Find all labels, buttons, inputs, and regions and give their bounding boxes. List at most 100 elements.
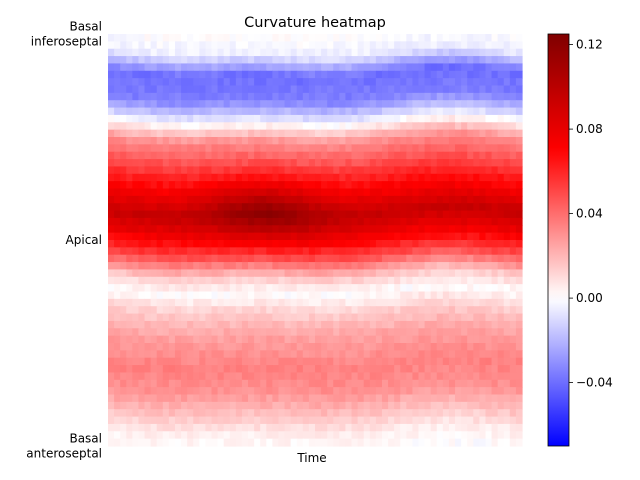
heatmap-cell [308,365,316,374]
heatmap-cell [126,70,133,79]
heatmap-cell [455,217,462,226]
heatmap-cell [406,137,414,145]
heatmap-cell [260,85,267,94]
heatmap-cell [424,188,432,197]
heatmap-cell [509,56,517,65]
heatmap-cell [363,232,371,241]
heatmap-cell [442,151,450,160]
heatmap-cell [296,56,304,65]
heatmap-cell [241,365,249,374]
heatmap-cell [260,409,267,418]
heatmap-cell [156,114,164,123]
heatmap-cell [284,328,292,337]
heatmap-cell [162,129,170,138]
heatmap-cell [363,291,371,300]
heatmap-cell [375,151,383,160]
heatmap-cell [229,85,237,94]
heatmap-cell [430,438,438,447]
heatmap-cell [205,350,213,359]
heatmap-cell [168,210,176,219]
heatmap-cell [400,423,407,432]
heatmap-cell [418,114,426,123]
heatmap-cell [205,269,213,278]
heatmap-cell [497,387,505,396]
heatmap-cell [272,92,280,101]
heatmap-cell [120,284,127,293]
heatmap-cell [308,56,316,65]
heatmap-cell [308,291,316,300]
heatmap-cell [211,114,219,123]
heatmap-cell [473,372,480,381]
heatmap-cell [193,365,200,374]
heatmap-cell [369,85,377,94]
heatmap-cell [424,159,432,168]
heatmap-cell [430,210,438,219]
heatmap-cell [406,166,414,175]
heatmap-cell [296,284,304,293]
heatmap-cell [339,328,347,337]
heatmap-cell [388,225,395,234]
heatmap-cell [412,394,420,403]
heatmap-cell [357,423,365,432]
heatmap-cell [479,166,487,175]
heatmap-cell [448,291,456,300]
heatmap-cell [442,56,450,65]
heatmap-cell [162,291,170,300]
heatmap-cell [248,173,255,182]
colorbar-ticks: −0.040.000.040.080.12 [569,38,613,390]
heatmap-cell [278,122,286,131]
heatmap-cell [509,438,517,447]
heatmap-cell [461,232,468,241]
heatmap-cell [132,56,140,65]
heatmap-cell [351,372,359,381]
heatmap-cell [363,409,371,418]
heatmap-cell [266,34,273,42]
heatmap-cell [503,144,511,153]
heatmap-cell [375,41,383,50]
heatmap-cell [448,151,456,160]
heatmap-cell [418,298,426,307]
heatmap-cell [284,129,292,138]
heatmap-cell [430,254,438,263]
heatmap-cell [241,144,249,153]
heatmap-cell [388,232,395,241]
heatmap-cell [381,423,389,432]
heatmap-cell [503,387,511,396]
heatmap-cell [181,41,188,50]
heatmap-cell [485,114,493,123]
heatmap-cell [327,100,334,109]
heatmap-cell [394,313,401,322]
heatmap-cell [503,151,511,160]
heatmap-cell [162,387,170,396]
heatmap-cell [351,431,359,440]
heatmap-cell [473,284,480,293]
heatmap-cell [108,438,115,447]
heatmap-cell [418,166,426,175]
heatmap-cell [114,240,121,248]
heatmap-cell [193,107,200,116]
heatmap-cell [369,276,377,285]
heatmap-cell [418,438,426,447]
heatmap-cell [485,107,493,116]
heatmap-cell [473,262,480,271]
heatmap-cell [400,416,407,425]
heatmap-cell [138,379,146,388]
heatmap-cell [272,350,280,359]
heatmap-cell [479,387,487,396]
heatmap-cell [114,343,121,351]
heatmap-cell [375,137,383,145]
heatmap-cell [363,181,371,190]
heatmap-cell [211,100,219,109]
heatmap-cell [497,144,505,153]
heatmap-cell [211,159,219,168]
heatmap-cell [381,291,389,300]
heatmap-cell [241,48,249,57]
heatmap-cell [406,107,414,116]
heatmap-cell [284,41,292,50]
heatmap-cell [412,181,420,190]
heatmap-cell [254,276,261,285]
heatmap-cell [491,92,499,101]
heatmap-cell [327,387,334,396]
heatmap-cell [473,210,480,219]
heatmap-cell [168,34,176,42]
